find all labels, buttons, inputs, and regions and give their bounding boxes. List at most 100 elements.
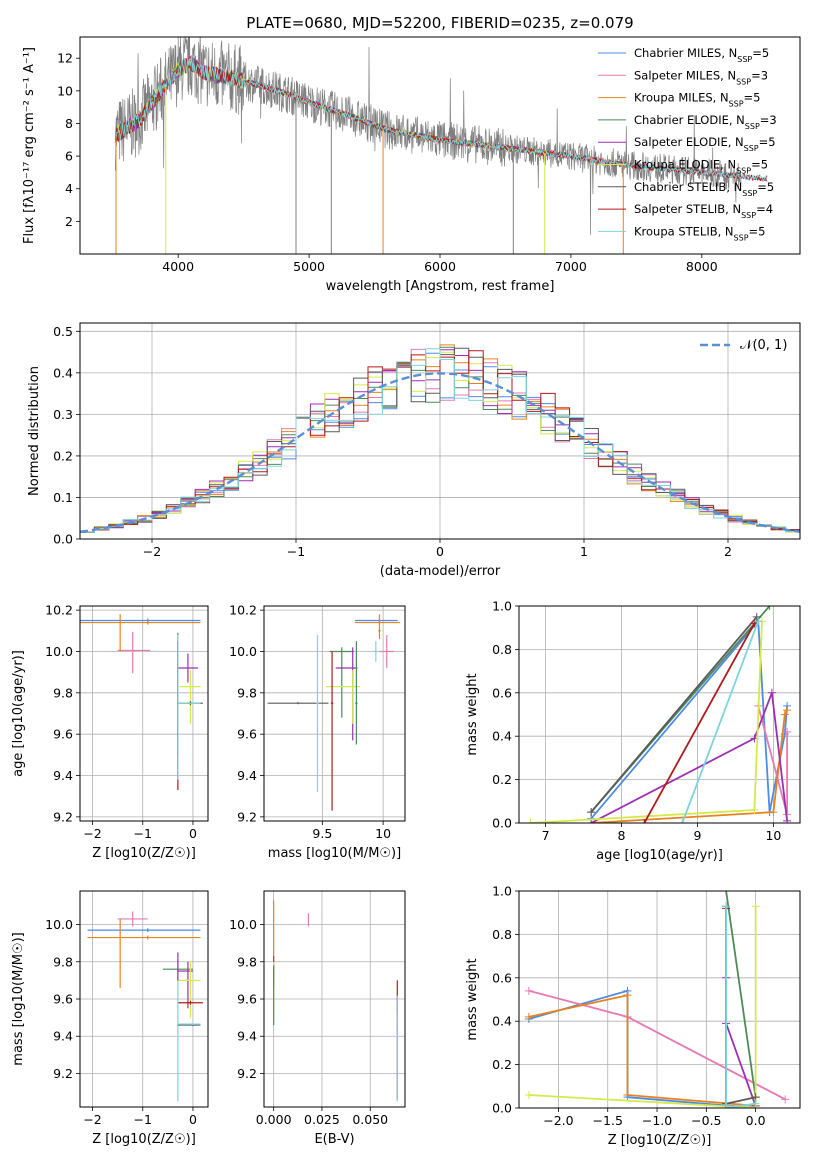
- mass-weight-marker: [587, 808, 596, 817]
- x-tick-label: 10: [375, 826, 391, 841]
- x-tick-label: −2: [83, 1112, 101, 1127]
- legend-label: Kroupa STELIB, NSSP=5: [634, 224, 765, 242]
- x-tick-label: −1: [134, 826, 152, 841]
- residual-histogram: [80, 348, 800, 533]
- x-axis-label: wavelength [Angstrom, rest frame]: [326, 279, 555, 294]
- mass-weight-line: [725, 906, 756, 1108]
- y-tick-label: 9.4: [53, 768, 73, 783]
- y-tick-label: 0.0: [492, 816, 512, 831]
- x-tick-label: 0: [436, 544, 444, 559]
- legend: Chabrier MILES, NSSP=5 Salpeter MILES, NS…: [598, 46, 777, 242]
- mass-weight-marker: [754, 617, 763, 626]
- mass-weight-marker: [751, 902, 760, 911]
- y-tick-label: 9.8: [237, 954, 257, 969]
- x-tick-label: 0: [189, 826, 197, 841]
- mass-weight-marker: [751, 1099, 760, 1108]
- y-tick-label: 10.2: [45, 603, 73, 618]
- x-tick-label: 6000: [424, 259, 456, 274]
- mass-weight-marker: [640, 819, 649, 823]
- y-tick-label: 9.2: [53, 1066, 73, 1081]
- y-tick-label: 9.6: [237, 727, 257, 742]
- y-tick-label: 0.2: [53, 448, 73, 463]
- legend-label: Chabrier STELIB, NSSP=5: [634, 180, 774, 198]
- y-tick-label: 0.6: [492, 970, 512, 985]
- mass-weight-marker: [524, 1090, 533, 1099]
- y-tick-label: 10.0: [229, 644, 257, 659]
- mass-weight-line: [591, 709, 788, 823]
- plot-area-age_vs_mass: [267, 614, 401, 811]
- y-tick-label: 0.6: [492, 685, 512, 700]
- y-tick-label: 0.8: [492, 642, 512, 657]
- plot-area-spectrum: [114, 37, 768, 254]
- plot-area-mass_weight_vs_age: [526, 606, 792, 823]
- x-axis-label: Z [log10(Z/Z☉)]: [608, 1133, 712, 1148]
- x-tick-label: 0.050: [352, 1112, 388, 1127]
- panel-mass_vs_ebv: 0.000 0.025 0.050 9.2 9.4 9.6 9.8 10.0 E(B-V): [229, 890, 406, 1147]
- y-tick-label: 10.0: [45, 917, 73, 932]
- model-spectrum-line: [114, 56, 768, 183]
- mass-weight-marker: [783, 706, 792, 715]
- legend-label: Chabrier MILES, NSSP=5: [634, 46, 769, 64]
- y-axis-label: mass weight: [465, 673, 480, 755]
- y-tick-label: 10.0: [45, 644, 73, 659]
- axes-frame: [79, 605, 209, 822]
- x-tick-label: 0.0: [746, 1113, 766, 1128]
- x-tick-label: 9.5: [312, 826, 332, 841]
- panel-age_vs_mass: 9.5 10 9.2 9.4 9.6 9.8 10.0 10.2 mass [log10(M/M…: [229, 603, 406, 861]
- mass-weight-marker: [524, 986, 533, 995]
- x-tick-label: 4000: [162, 259, 194, 274]
- x-axis-label: Z [log10(Z/Z☉)]: [92, 1132, 196, 1147]
- axes-frame: [263, 890, 406, 1108]
- mass-weight-marker: [524, 1012, 533, 1021]
- x-tick-label: 0.000: [256, 1112, 292, 1127]
- y-tick-label: 0.2: [492, 772, 512, 787]
- mass-weight-marker: [722, 902, 731, 911]
- mass-weight-line: [590, 692, 788, 823]
- mass-weight-marker: [783, 727, 792, 736]
- panel-mass_vs_Z: −2 −1 0 9.2 9.4 9.6 9.8 10.0 Z [log10(Z/Z☉)] mass…: [11, 890, 209, 1147]
- y-tick-label: 0.1: [53, 490, 73, 505]
- mass-weight-marker: [781, 1095, 790, 1104]
- x-tick-label: 1: [580, 544, 588, 559]
- y-tick-label: 6: [65, 149, 73, 164]
- x-tick-label: 8000: [686, 259, 718, 274]
- mass-weight-marker: [783, 816, 792, 823]
- y-tick-label: 1.0: [492, 884, 512, 899]
- y-tick-label: 9.8: [237, 685, 257, 700]
- y-tick-label: 0.5: [53, 324, 73, 339]
- x-axis-label: age [log10(age/yr)]: [596, 848, 723, 863]
- y-tick-label: 0.4: [492, 1014, 512, 1029]
- y-tick-label: 0.0: [492, 1101, 512, 1116]
- plot-area-mass_weight_vs_Z: [524, 891, 790, 1108]
- y-tick-label: 10: [57, 83, 73, 98]
- x-tick-label: −2: [83, 826, 101, 841]
- panel-age_vs_Z: −2 −1 0 9.2 9.4 9.6 9.8 10.0 10.2 Z [log10(Z/Z☉)]…: [11, 603, 209, 861]
- mass-weight-marker: [678, 819, 687, 823]
- axes-frame: [518, 605, 801, 824]
- y-axis-label: age [log10(age/yr)]: [11, 650, 26, 777]
- y-tick-label: 12: [57, 51, 73, 66]
- mass-weight-line: [528, 994, 756, 1107]
- plot-area-age_vs_Z: [80, 614, 203, 790]
- x-tick-label: 0: [189, 1112, 197, 1127]
- x-axis-label: mass [log10(M/M☉)]: [268, 846, 401, 861]
- legend-label: Kroupa MILES, NSSP=5: [634, 91, 760, 109]
- mass-weight-line: [528, 989, 757, 1108]
- panel-mass_weight_vs_age: 7 8 9 10 0.0 0.2 0.4 0.6 0.8 1.0 age [log10(age/yr…: [465, 599, 801, 863]
- mass-weight-marker: [765, 606, 774, 610]
- x-tick-label: 8: [618, 828, 626, 843]
- y-tick-label: 9.2: [237, 1066, 257, 1081]
- mass-weight-marker: [722, 1104, 731, 1108]
- mass-weight-marker: [767, 688, 776, 697]
- mass-weight-marker: [722, 891, 731, 895]
- mass-weight-marker: [623, 1090, 632, 1099]
- y-tick-label: 9.4: [53, 1029, 73, 1044]
- panel-mass_weight_vs_Z: −2.0 −1.5 −1.0 −0.5 0.0 0.0 0.2 0.4 0.6 0.8 1.0 Z […: [465, 884, 801, 1148]
- y-tick-label: 9.2: [53, 809, 73, 824]
- y-axis-label: mass [log10(M/M☉)]: [11, 932, 26, 1065]
- y-axis-label: mass weight: [465, 958, 480, 1040]
- y-tick-label: 0.4: [492, 729, 512, 744]
- axes-frame: [79, 890, 209, 1108]
- axes-frame: [518, 890, 801, 1109]
